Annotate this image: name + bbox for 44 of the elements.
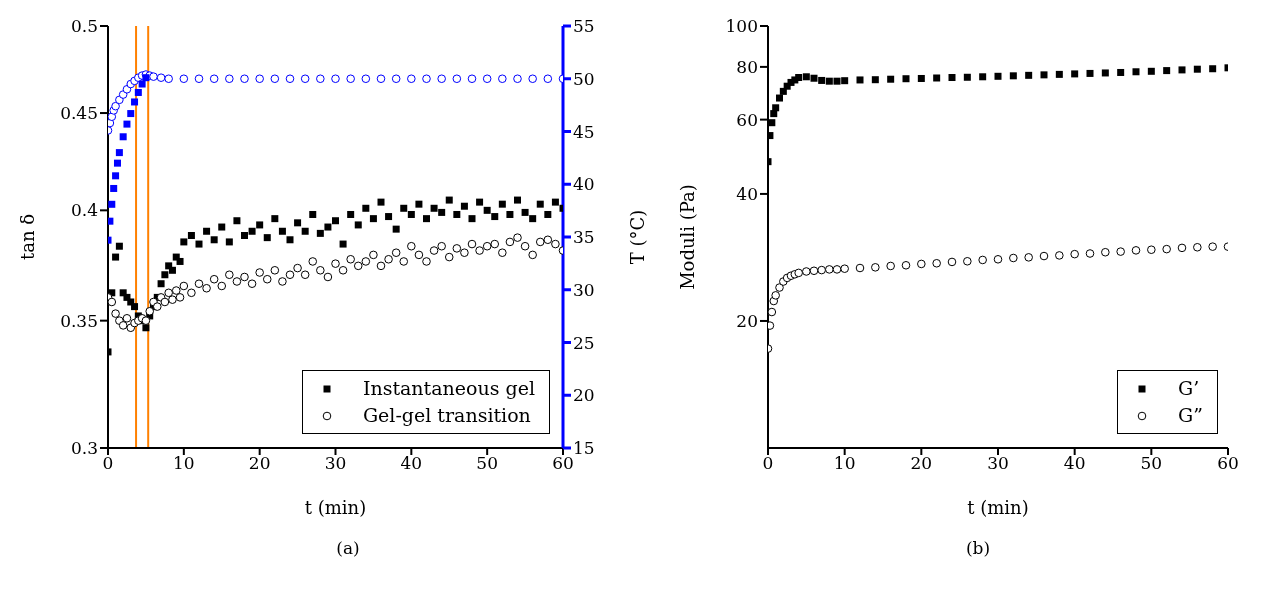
legend-label: Gel-gel transition bbox=[362, 403, 531, 428]
y2-tick-label: 30 bbox=[573, 279, 595, 300]
x-tick-label: 50 bbox=[476, 453, 498, 474]
y2-tick-label: 25 bbox=[573, 332, 595, 353]
legend-label: G’ bbox=[1178, 376, 1200, 401]
x-tick-label: 50 bbox=[1140, 453, 1163, 474]
legend-label: G” bbox=[1178, 403, 1203, 428]
x-axis-title: t (min) bbox=[304, 497, 367, 518]
y2-tick-label: 20 bbox=[573, 385, 595, 406]
y-tick-label: 80 bbox=[736, 56, 758, 77]
x-tick-label: 30 bbox=[324, 453, 347, 474]
y2-tick-label: 40 bbox=[573, 174, 595, 195]
y-tick-label: 100 bbox=[725, 16, 758, 37]
y-tick-label: 0.4 bbox=[70, 200, 98, 221]
y-axis-title: Moduli (Pa) bbox=[677, 184, 699, 290]
y-tick-label: 0.3 bbox=[70, 438, 98, 459]
y-tick-label: 0.5 bbox=[70, 16, 98, 37]
x-tick-label: 40 bbox=[1063, 453, 1086, 474]
x-tick-label: 30 bbox=[987, 453, 1009, 474]
y2-tick-label: 55 bbox=[573, 16, 595, 37]
x-axis-title: t (min) bbox=[967, 497, 1029, 518]
legend-label: Instantaneous gel bbox=[362, 376, 535, 401]
y-tick-label: 20 bbox=[736, 311, 758, 331]
x-tick-label: 20 bbox=[248, 453, 271, 474]
y-tick-label: 0.35 bbox=[60, 310, 98, 331]
text: (a) bbox=[335, 538, 361, 558]
y2-tick-label: 50 bbox=[573, 68, 595, 89]
y2-axis-title: T (°C) bbox=[627, 209, 649, 265]
text: (b) bbox=[964, 538, 992, 558]
x-tick-label: 60 bbox=[1217, 453, 1239, 474]
x-tick-label: 0 bbox=[102, 453, 114, 474]
x-tick-label: 20 bbox=[910, 453, 933, 474]
y2-tick-label: 35 bbox=[573, 227, 595, 248]
x-tick-label: 0 bbox=[762, 453, 774, 474]
x-tick-label: 10 bbox=[173, 453, 195, 474]
y-tick-label: 40 bbox=[736, 183, 758, 204]
y-tick-label: 60 bbox=[736, 109, 758, 130]
x-tick-label: 60 bbox=[552, 453, 574, 474]
y-tick-label: 0.45 bbox=[60, 103, 98, 124]
x-tick-label: 40 bbox=[400, 453, 423, 474]
y2-tick-label: 45 bbox=[573, 121, 595, 142]
x-tick-label: 10 bbox=[833, 453, 856, 474]
y2-tick-label: 15 bbox=[573, 438, 595, 459]
y-axis-title: tan δ bbox=[17, 213, 39, 261]
